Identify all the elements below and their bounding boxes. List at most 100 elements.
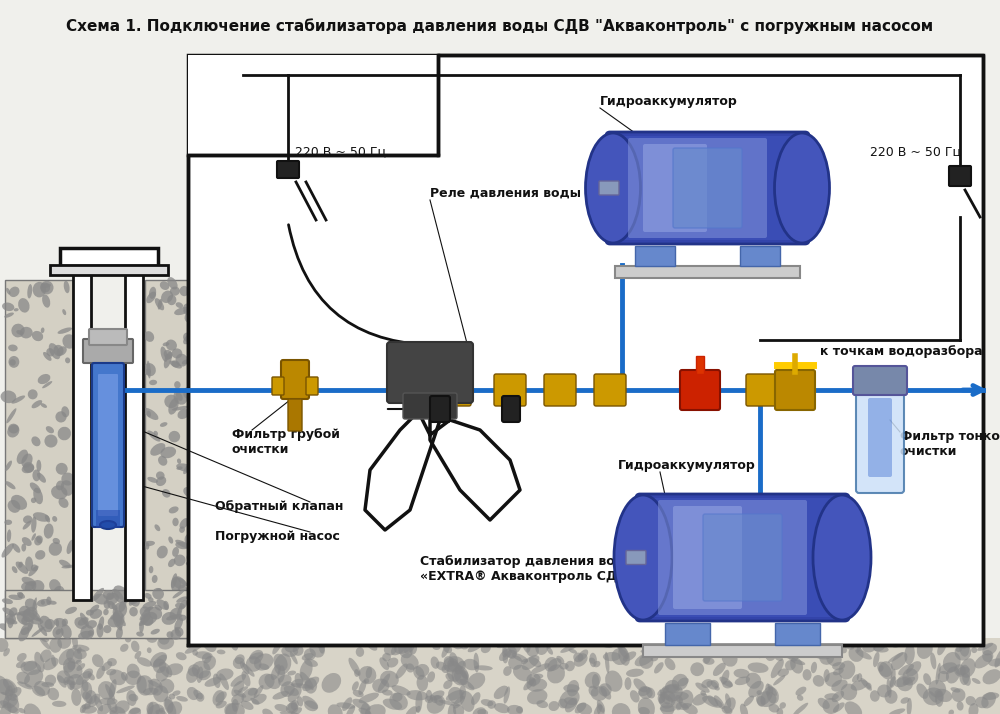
Ellipse shape xyxy=(962,673,971,686)
Ellipse shape xyxy=(508,655,523,670)
Ellipse shape xyxy=(524,631,539,646)
Ellipse shape xyxy=(956,667,970,675)
Ellipse shape xyxy=(1,543,14,558)
Ellipse shape xyxy=(474,653,479,673)
Ellipse shape xyxy=(959,665,970,685)
Ellipse shape xyxy=(88,630,94,636)
Ellipse shape xyxy=(40,615,53,632)
Ellipse shape xyxy=(7,529,11,542)
FancyBboxPatch shape xyxy=(673,148,742,228)
Ellipse shape xyxy=(241,688,257,702)
Ellipse shape xyxy=(45,675,56,685)
Ellipse shape xyxy=(32,470,40,481)
Ellipse shape xyxy=(204,477,209,495)
Ellipse shape xyxy=(183,309,193,316)
Ellipse shape xyxy=(80,625,94,640)
Ellipse shape xyxy=(672,674,688,690)
Ellipse shape xyxy=(55,619,59,627)
Ellipse shape xyxy=(757,696,766,707)
Ellipse shape xyxy=(32,686,45,697)
Ellipse shape xyxy=(98,681,115,700)
Ellipse shape xyxy=(114,613,126,626)
Ellipse shape xyxy=(34,652,45,673)
Ellipse shape xyxy=(714,695,725,709)
Ellipse shape xyxy=(272,640,282,655)
Ellipse shape xyxy=(59,606,74,621)
Ellipse shape xyxy=(372,678,389,693)
Ellipse shape xyxy=(9,359,16,366)
FancyBboxPatch shape xyxy=(145,280,213,638)
Ellipse shape xyxy=(779,702,786,709)
Ellipse shape xyxy=(160,447,176,458)
Ellipse shape xyxy=(177,408,190,419)
Ellipse shape xyxy=(156,666,169,682)
Ellipse shape xyxy=(136,632,144,637)
Ellipse shape xyxy=(547,664,565,683)
Ellipse shape xyxy=(774,133,830,243)
Ellipse shape xyxy=(459,685,466,700)
Ellipse shape xyxy=(502,644,517,658)
Ellipse shape xyxy=(502,648,508,658)
Ellipse shape xyxy=(11,323,25,338)
Ellipse shape xyxy=(494,685,508,699)
Ellipse shape xyxy=(96,665,105,679)
Ellipse shape xyxy=(404,706,417,714)
Ellipse shape xyxy=(249,650,263,664)
Ellipse shape xyxy=(21,616,30,625)
FancyBboxPatch shape xyxy=(494,374,526,406)
Ellipse shape xyxy=(172,690,181,696)
Ellipse shape xyxy=(33,512,50,522)
FancyBboxPatch shape xyxy=(188,55,983,645)
FancyBboxPatch shape xyxy=(696,356,704,374)
Ellipse shape xyxy=(954,664,966,677)
Ellipse shape xyxy=(148,607,162,620)
Ellipse shape xyxy=(765,683,771,696)
Ellipse shape xyxy=(18,592,23,598)
Ellipse shape xyxy=(547,658,562,671)
Ellipse shape xyxy=(20,327,33,338)
Ellipse shape xyxy=(186,667,199,683)
Ellipse shape xyxy=(182,360,188,364)
Ellipse shape xyxy=(165,603,179,616)
Ellipse shape xyxy=(548,701,559,711)
Ellipse shape xyxy=(819,650,834,665)
Ellipse shape xyxy=(592,674,599,689)
Ellipse shape xyxy=(314,635,326,648)
FancyBboxPatch shape xyxy=(635,246,675,266)
Ellipse shape xyxy=(529,677,536,687)
Ellipse shape xyxy=(724,698,736,713)
Ellipse shape xyxy=(975,697,989,708)
Ellipse shape xyxy=(97,704,111,714)
Ellipse shape xyxy=(722,680,732,688)
Ellipse shape xyxy=(145,542,149,550)
Ellipse shape xyxy=(18,562,23,568)
Text: к точкам водоразбора: к точкам водоразбора xyxy=(820,345,983,358)
Ellipse shape xyxy=(682,703,698,714)
Ellipse shape xyxy=(225,703,245,714)
Ellipse shape xyxy=(644,641,658,647)
Ellipse shape xyxy=(94,695,103,711)
Ellipse shape xyxy=(523,678,535,690)
Ellipse shape xyxy=(734,669,750,678)
Ellipse shape xyxy=(725,693,731,708)
Ellipse shape xyxy=(873,652,880,667)
Ellipse shape xyxy=(12,566,17,573)
Ellipse shape xyxy=(454,670,468,685)
Ellipse shape xyxy=(164,351,172,368)
Ellipse shape xyxy=(23,607,37,622)
Ellipse shape xyxy=(536,700,548,708)
Ellipse shape xyxy=(382,653,391,661)
Ellipse shape xyxy=(40,650,52,662)
Ellipse shape xyxy=(802,638,816,654)
Ellipse shape xyxy=(150,652,167,668)
Ellipse shape xyxy=(17,653,27,662)
Ellipse shape xyxy=(10,687,22,698)
Ellipse shape xyxy=(845,701,862,714)
Ellipse shape xyxy=(462,670,469,680)
FancyBboxPatch shape xyxy=(740,246,780,266)
Ellipse shape xyxy=(65,358,70,363)
FancyBboxPatch shape xyxy=(403,393,457,419)
Ellipse shape xyxy=(826,652,842,666)
Ellipse shape xyxy=(240,661,249,675)
Ellipse shape xyxy=(907,698,912,714)
